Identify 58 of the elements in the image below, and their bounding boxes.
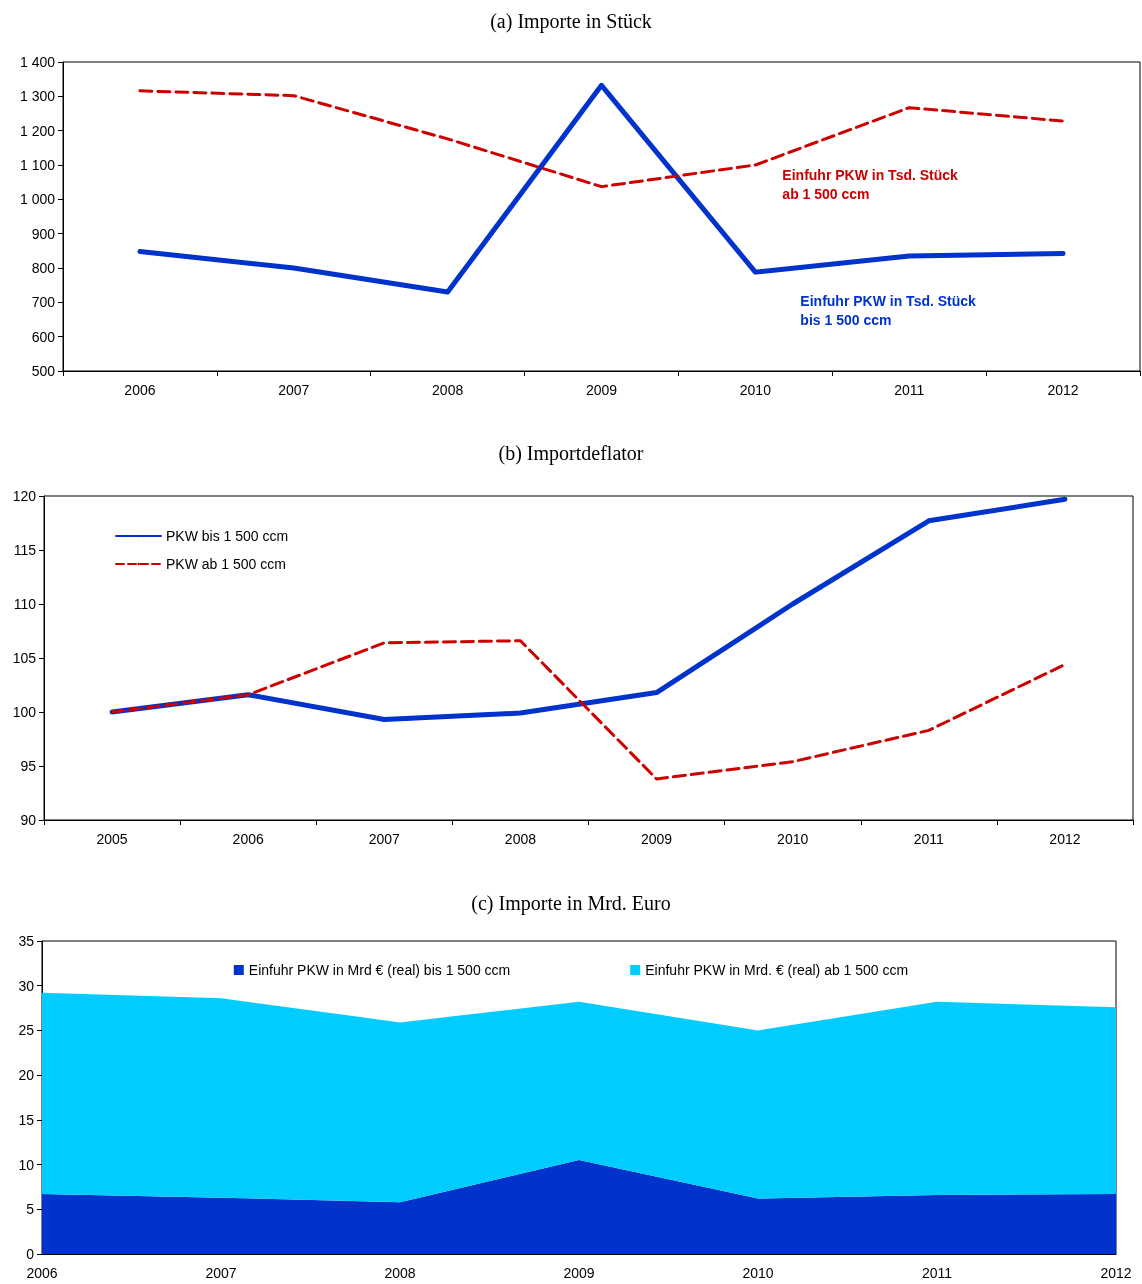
x-tick-label: 2011 — [913, 831, 945, 847]
y-tick-label: 5 — [26, 1201, 35, 1218]
y-tick-label: 1 400 — [19, 54, 56, 70]
series-label: Einfuhr PKW in Tsd. Stück bis 1 500 ccm — [800, 292, 980, 328]
y-tick-label: 0 — [26, 1246, 35, 1262]
line-series — [138, 89, 1065, 189]
x-tick-label: 2007 — [368, 831, 401, 847]
x-tick-label: 2007 — [205, 1265, 237, 1281]
y-tick-label: 120 — [12, 488, 37, 504]
x-tick-label: 2008 — [432, 382, 464, 398]
x-tick-label: 2006 — [26, 1265, 58, 1281]
y-tick-label: 15 — [18, 1111, 35, 1128]
series-label: Einfuhr PKW in Tsd. Stück ab 1 500 ccm — [782, 166, 962, 202]
y-tick-label: 20 — [18, 1067, 35, 1084]
y-tick-label: 800 — [31, 260, 56, 276]
x-tick-label: 2009 — [640, 831, 673, 847]
y-tick-label: 110 — [13, 596, 37, 612]
y-tick-label: 500 — [31, 363, 56, 379]
x-tick-label: 2006 — [232, 831, 264, 847]
x-tick-label: 2011 — [894, 382, 925, 398]
x-tick-label: 2008 — [384, 1265, 416, 1281]
x-tick-label: 2010 — [739, 382, 772, 398]
chart-title: (a) Importe in Stück — [490, 10, 652, 33]
x-tick-label: 2006 — [124, 382, 156, 398]
y-tick-label: 90 — [20, 812, 37, 828]
y-tick-label: 30 — [18, 977, 35, 994]
x-tick-label: 2009 — [585, 382, 618, 398]
y-tick-label: 100 — [12, 704, 37, 720]
y-tick-label: 1 200 — [19, 122, 56, 139]
x-tick-label: 2009 — [563, 1265, 595, 1281]
y-tick-label: 1 100 — [19, 157, 56, 173]
y-tick-label: 35 — [18, 933, 35, 949]
y-tick-label: 105 — [12, 650, 37, 666]
chart-title: (b) Importdeflator — [498, 442, 644, 465]
x-tick-label: 2012 — [1049, 831, 1081, 847]
legend-label: Einfuhr PKW in Mrd € (real) bis 1 500 ccm — [248, 962, 511, 978]
x-tick-label: 2010 — [742, 1265, 774, 1281]
x-tick-label: 2008 — [504, 831, 537, 847]
chart-title: (c) Importe in Mrd. Euro — [471, 892, 671, 915]
y-tick-label: 95 — [20, 758, 37, 774]
y-tick-label: 115 — [13, 542, 37, 558]
y-tick-label: 25 — [18, 1022, 35, 1039]
x-tick-label: 2007 — [278, 382, 310, 398]
x-tick-label: 2011 — [921, 1265, 953, 1281]
y-tick-label: 1 000 — [19, 191, 56, 208]
legend-label: PKW bis 1 500 ccm — [166, 528, 289, 544]
y-tick-label: 600 — [31, 328, 56, 345]
y-tick-label: 700 — [31, 294, 56, 311]
x-tick-label: 2012 — [1047, 382, 1079, 398]
x-tick-label: 2010 — [777, 831, 809, 847]
x-tick-label: 2005 — [96, 831, 128, 847]
y-tick-label: 1 300 — [19, 88, 56, 105]
x-tick-label: 2012 — [1100, 1265, 1132, 1281]
legend-label: PKW ab 1 500 ccm — [166, 556, 286, 572]
line-series — [110, 639, 1067, 781]
y-tick-label: 10 — [18, 1156, 35, 1173]
legend-label: Einfuhr PKW in Mrd. € (real) ab 1 500 ccm — [645, 962, 909, 978]
y-tick-label: 900 — [31, 225, 56, 242]
